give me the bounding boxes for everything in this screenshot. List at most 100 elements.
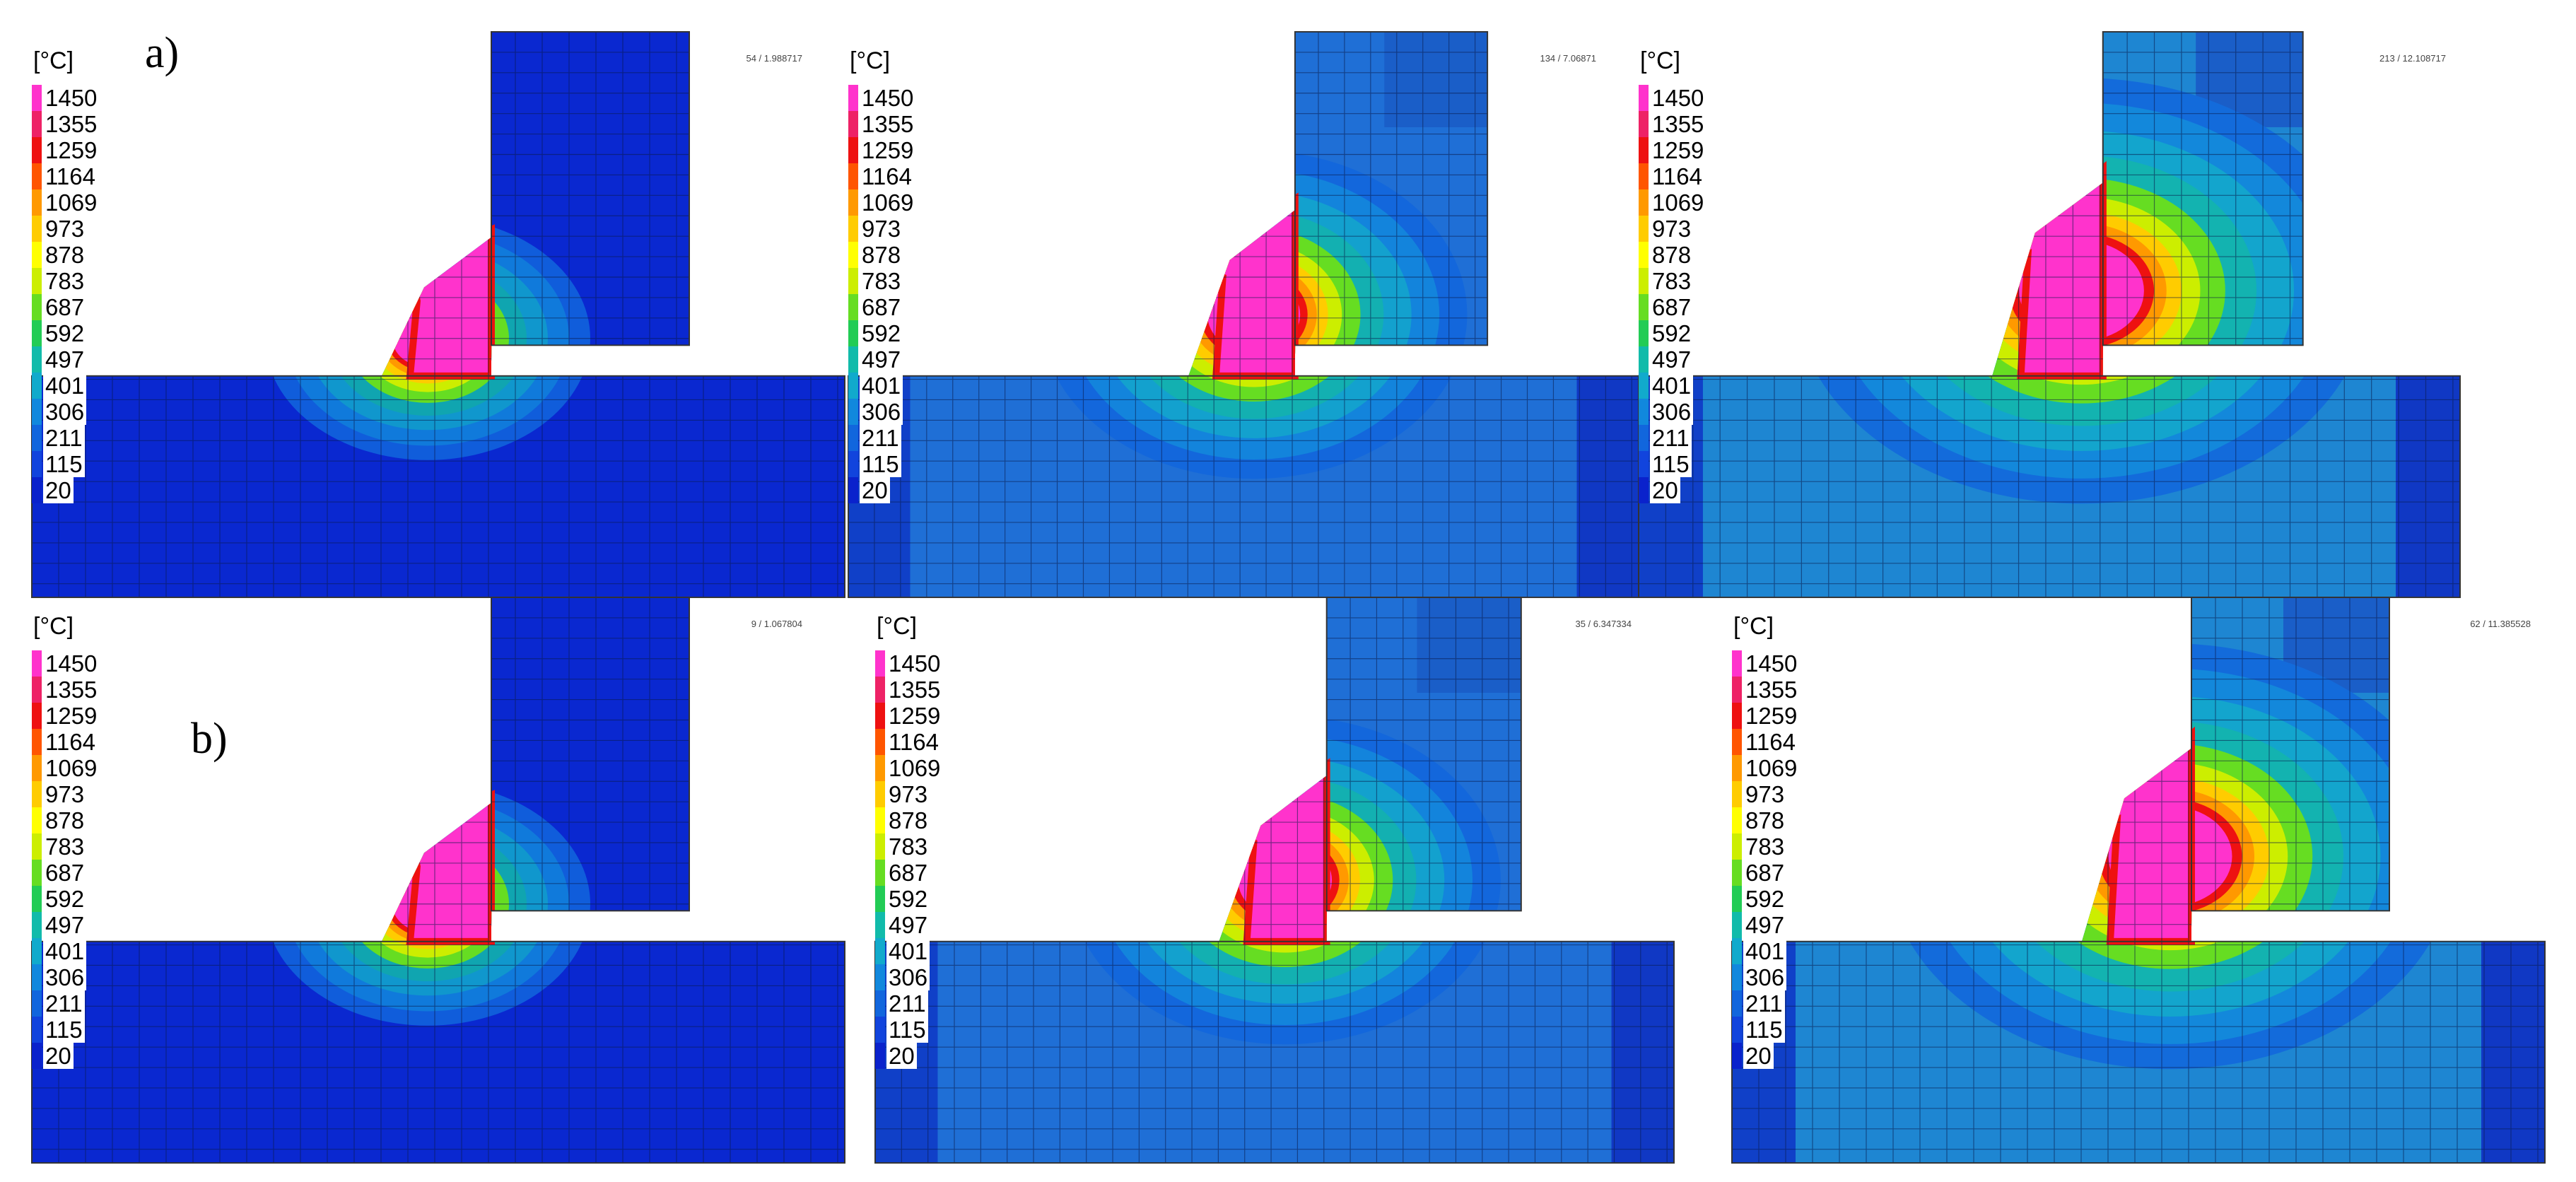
legend-value: 401	[43, 373, 87, 399]
legend-swatch	[1732, 886, 1742, 912]
legend-swatch	[848, 137, 858, 163]
legend-swatch	[32, 912, 42, 938]
legend-value: 592	[1650, 320, 1694, 346]
legend-swatch	[1639, 320, 1649, 346]
row-label: a)	[145, 29, 180, 77]
legend-swatch	[32, 938, 42, 964]
legend-swatch	[32, 137, 42, 163]
legend-value: 401	[860, 373, 903, 399]
legend-swatch	[875, 729, 885, 755]
molten-weld-pool	[406, 790, 495, 945]
legend-value: 1259	[886, 703, 943, 729]
legend-swatch	[32, 990, 42, 1017]
legend-swatch	[1732, 1017, 1742, 1043]
legend-value: 687	[860, 294, 903, 320]
legend-swatch	[875, 755, 885, 781]
legend-swatch	[1639, 216, 1649, 242]
legend-swatch	[32, 216, 42, 242]
legend-value: 20	[1743, 1043, 1774, 1069]
legend-swatch	[1732, 860, 1742, 886]
legend-swatch	[32, 242, 42, 268]
legend-swatch	[32, 451, 42, 477]
legend-value: 973	[43, 781, 87, 807]
legend-value: 1259	[43, 137, 100, 163]
legend-value: 878	[43, 242, 87, 268]
legend-swatch	[875, 703, 885, 729]
legend-swatch	[848, 268, 858, 294]
legend-value: 1164	[860, 163, 914, 189]
legend-value: 1259	[1650, 137, 1706, 163]
legend-swatch	[1639, 399, 1649, 425]
legend-swatch	[1732, 833, 1742, 860]
legend-value: 211	[43, 425, 85, 451]
legend-swatch	[1732, 729, 1742, 755]
legend-swatch	[32, 111, 42, 137]
legend-value: 1450	[43, 85, 100, 111]
legend-value: 20	[43, 477, 74, 503]
legend-value: 973	[860, 216, 903, 242]
legend-swatch	[32, 477, 42, 503]
legend-swatch	[32, 860, 42, 886]
legend-value: 306	[43, 399, 87, 425]
legend-value: 1164	[43, 729, 98, 755]
legend-unit-label: [°C]	[33, 613, 74, 640]
legend-swatch	[32, 677, 42, 703]
legend-value: 306	[1743, 964, 1787, 990]
legend-value: 211	[43, 990, 85, 1017]
legend-value: 115	[886, 1017, 928, 1043]
legend-value: 783	[1650, 268, 1694, 294]
legend-swatch	[848, 242, 858, 268]
legend-value: 592	[860, 320, 903, 346]
legend-value: 783	[886, 833, 930, 860]
legend-swatch	[32, 886, 42, 912]
time-step-stamp: 9 / 1.067804	[751, 619, 802, 629]
legend-swatch	[848, 85, 858, 111]
legend-value: 1069	[43, 755, 100, 781]
legend-value: 1355	[886, 677, 943, 703]
legend-swatch	[1639, 425, 1649, 451]
legend-swatch	[1732, 964, 1742, 990]
weld-temperature-field	[31, 597, 845, 1164]
legend-value: 878	[43, 807, 87, 833]
legend-value: 20	[886, 1043, 917, 1069]
legend-value: 497	[886, 912, 930, 938]
legend-value: 1164	[43, 163, 98, 189]
legend-value: 306	[1650, 399, 1694, 425]
legend-value: 1450	[860, 85, 916, 111]
legend-swatch	[848, 425, 858, 451]
legend-value: 497	[1650, 346, 1694, 373]
legend-value: 878	[886, 807, 930, 833]
legend-swatch	[875, 938, 885, 964]
legend-swatch	[848, 346, 858, 373]
legend-swatch	[32, 729, 42, 755]
time-step-stamp: 35 / 6.347334	[1575, 619, 1632, 629]
legend-swatch	[848, 163, 858, 189]
legend-value: 783	[860, 268, 903, 294]
legend-value: 973	[886, 781, 930, 807]
legend-value: 1355	[1650, 111, 1706, 137]
legend-value: 497	[43, 912, 87, 938]
legend-value: 973	[1743, 781, 1787, 807]
legend-value: 306	[886, 964, 930, 990]
legend-value: 878	[860, 242, 903, 268]
legend-swatch	[848, 111, 858, 137]
legend-swatch	[1639, 111, 1649, 137]
legend-swatch	[1639, 242, 1649, 268]
legend-swatch	[1732, 1043, 1742, 1069]
legend-value: 20	[860, 477, 890, 503]
legend-value: 1069	[1743, 755, 1800, 781]
temperature-panel: [°C] 1450 1355 1259 1164 1069 973 878 783 687 592 4…	[31, 597, 845, 1164]
legend-value: 1164	[1650, 163, 1704, 189]
legend-swatch	[32, 425, 42, 451]
legend-swatch	[32, 294, 42, 320]
legend-swatch	[32, 346, 42, 373]
legend-value: 115	[860, 451, 901, 477]
weld-temperature-field	[31, 31, 845, 598]
weld-temperature-field	[1731, 597, 2546, 1164]
legend-swatch	[848, 294, 858, 320]
legend-swatch	[1732, 912, 1742, 938]
legend-value: 211	[1743, 990, 1785, 1017]
legend-swatch	[32, 85, 42, 111]
legend-swatch	[875, 912, 885, 938]
legend-value: 1450	[43, 650, 100, 677]
